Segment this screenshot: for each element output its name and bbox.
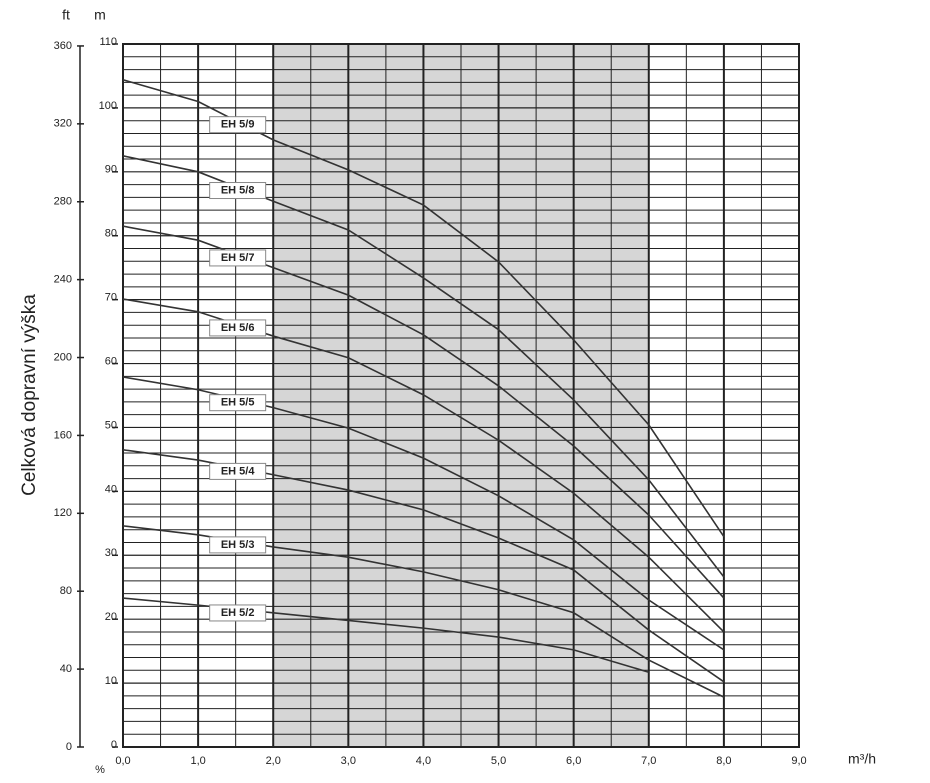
series-label-box (209, 182, 267, 200)
x-tick-label: 6,0 (566, 755, 581, 767)
series-label-box (209, 249, 267, 267)
plot-frame (122, 43, 800, 748)
series-label-box (209, 462, 267, 480)
y2-unit: ft (62, 7, 70, 23)
y2-tick-label: 40 (60, 663, 72, 675)
curve (122, 79, 725, 538)
y-tick-label: 20 (105, 611, 117, 623)
x-tick-label: 0,0 (115, 755, 130, 767)
y-unit: m (94, 7, 106, 23)
series-label-box (209, 394, 267, 412)
y2-tick-label: 200 (54, 351, 72, 363)
y-tick-label: 40 (105, 483, 117, 495)
series-label-box (209, 116, 267, 134)
series-label: EH 5/9 (221, 119, 255, 131)
x-tick-label: 4,0 (416, 755, 431, 767)
series-label-box (209, 319, 267, 337)
y-tick-label: 60 (105, 355, 117, 367)
y-tick-label: 30 (105, 547, 117, 559)
x-tick-label: 3,0 (341, 755, 356, 767)
x-tick-label: 5,0 (491, 755, 506, 767)
series-label-box (209, 536, 267, 554)
y-tick-label: 0 (111, 739, 117, 751)
series-label-box (209, 604, 267, 622)
curve (122, 155, 725, 578)
y-tick-label: 50 (105, 419, 117, 431)
series-label: EH 5/8 (221, 184, 255, 196)
x-tick-label: 9,0 (791, 755, 806, 767)
y-tick-label: 100 (99, 100, 117, 112)
y-tick-label: 80 (105, 228, 117, 240)
y2-tick-label: 320 (54, 118, 72, 130)
y-tick-label: 110 (99, 36, 117, 48)
series-label: EH 5/6 (221, 322, 255, 334)
y2-tick-label: 80 (60, 585, 72, 597)
y-axis-label: Celková dopravní výška (19, 294, 40, 496)
series-label: EH 5/2 (221, 607, 255, 619)
series-label: EH 5/5 (221, 397, 255, 409)
series-label: EH 5/4 (221, 465, 256, 477)
x-axis-label: m³/h (848, 751, 876, 767)
y2-tick-label: 280 (54, 196, 72, 208)
x-tick-label: 8,0 (716, 755, 731, 767)
x-tick-label: 1,0 (190, 755, 205, 767)
bottom-note: % (95, 764, 105, 776)
y2-tick-label: 160 (54, 429, 72, 441)
x-tick-label: 7,0 (641, 755, 656, 767)
y2-tick-label: 360 (54, 40, 72, 52)
y2-tick-label: 0 (66, 741, 72, 753)
y-tick-label: 70 (105, 292, 117, 304)
series-label: EH 5/3 (221, 539, 255, 551)
series-label: EH 5/7 (221, 252, 255, 264)
y-tick-label: 10 (105, 675, 117, 687)
y2-tick-label: 120 (54, 507, 72, 519)
y-tick-label: 90 (105, 164, 117, 176)
y2-tick-label: 240 (54, 274, 72, 286)
curve (122, 225, 725, 599)
x-tick-label: 2,0 (266, 755, 281, 767)
